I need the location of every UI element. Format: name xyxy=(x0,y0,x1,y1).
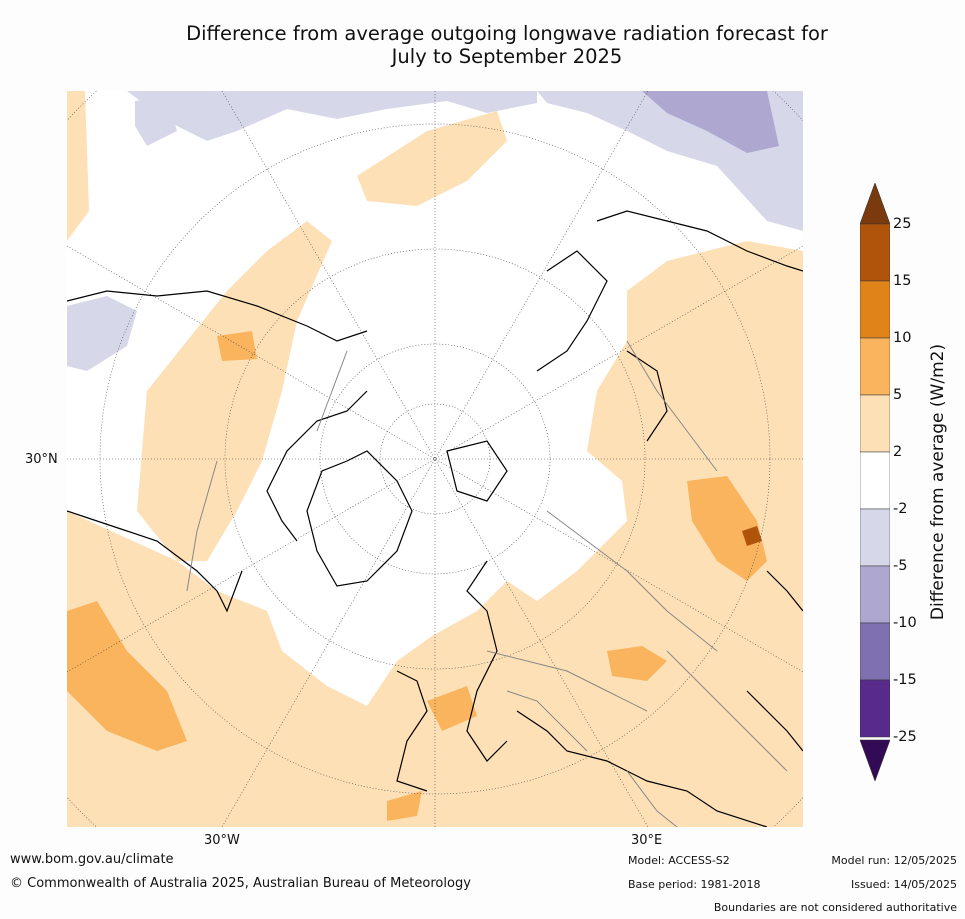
title-line-2: July to September 2025 xyxy=(391,45,623,68)
colorbar-tick-label: -5 xyxy=(893,558,908,574)
anomaly-pos-east-siberia xyxy=(717,281,803,421)
anomaly-pos-central-asia xyxy=(607,646,667,681)
anomaly-pos-canada xyxy=(137,221,332,561)
anomaly-pos-mongolia xyxy=(687,476,767,581)
coastlines xyxy=(67,210,803,827)
lon-label-30w: 30°W xyxy=(204,833,240,848)
colorbar-label: Difference from average (W/m2) xyxy=(928,343,948,621)
anomaly-neg-north-pacific xyxy=(127,91,537,141)
colorbar-tick-label: -15 xyxy=(893,672,917,688)
colorbar-band xyxy=(860,394,890,453)
colorbar-tick-label: 5 xyxy=(893,387,903,403)
footer-copyright: © Commonwealth of Australia 2025, Austra… xyxy=(10,876,471,891)
anomaly-neg-pacific-west xyxy=(67,296,137,371)
lon-label-30e: 30°E xyxy=(631,833,663,848)
footer-issued: Issued: 14/05/2025 xyxy=(850,878,957,891)
colorbar-bands xyxy=(860,223,890,738)
anomaly-pos-atlantic xyxy=(67,241,803,827)
country-borders xyxy=(186,340,788,827)
anomaly-pos-hudson xyxy=(217,331,257,361)
footer-disclaimer: Boundaries are not considered authoritat… xyxy=(713,901,957,914)
map-title: Difference from average outgoing longwav… xyxy=(67,22,947,68)
colorbar-tick-label: 10 xyxy=(893,330,912,346)
anomaly-pos-alaska xyxy=(357,111,507,206)
anomaly-neg-bering-strong xyxy=(642,91,779,153)
title-line-1: Difference from average outgoing longwav… xyxy=(186,22,828,45)
colorbar-band xyxy=(860,565,890,624)
anomaly-pos-north-america-west xyxy=(67,91,89,241)
colorbar-tick-label: 25 xyxy=(893,216,912,232)
footer-base-period: Base period: 1981-2018 xyxy=(628,878,761,891)
footer-model: Model: ACCESS-S2 xyxy=(628,854,730,867)
anomaly-neg-small xyxy=(135,96,177,146)
colorbar-tick-label: -2 xyxy=(893,501,908,517)
colorbar-band xyxy=(860,280,890,339)
colorbar-band xyxy=(860,508,890,567)
footer-model-run: Model run: 12/05/2025 xyxy=(831,854,957,867)
anomaly-pos-strong-china xyxy=(742,526,762,546)
map-panel xyxy=(67,91,803,827)
colorbar-band xyxy=(860,622,890,681)
colorbar-tick-label: 15 xyxy=(893,273,912,289)
colorbar-extend-top xyxy=(860,183,890,225)
colorbar xyxy=(860,183,890,781)
colorbar-band xyxy=(860,451,890,510)
olr-anomaly-map xyxy=(67,91,803,827)
colorbar-band xyxy=(860,337,890,396)
anomaly-pos-iberia xyxy=(427,686,477,731)
colorbar-band xyxy=(860,679,890,738)
graticule xyxy=(67,91,803,827)
colorbar-tick-label: -10 xyxy=(893,615,917,631)
lat-label-30n: 30°N xyxy=(25,452,58,467)
colorbar-extend-bottom xyxy=(860,739,890,781)
footer-url[interactable]: www.bom.gov.au/climate xyxy=(10,852,174,867)
anomaly-pos-atlantic-south xyxy=(387,791,422,821)
anomaly-pos-mid-atlantic xyxy=(67,601,187,751)
colorbar-tick-label: -25 xyxy=(893,729,917,745)
colorbar-tick-label: 2 xyxy=(893,444,903,460)
colorbar-band xyxy=(860,223,890,282)
